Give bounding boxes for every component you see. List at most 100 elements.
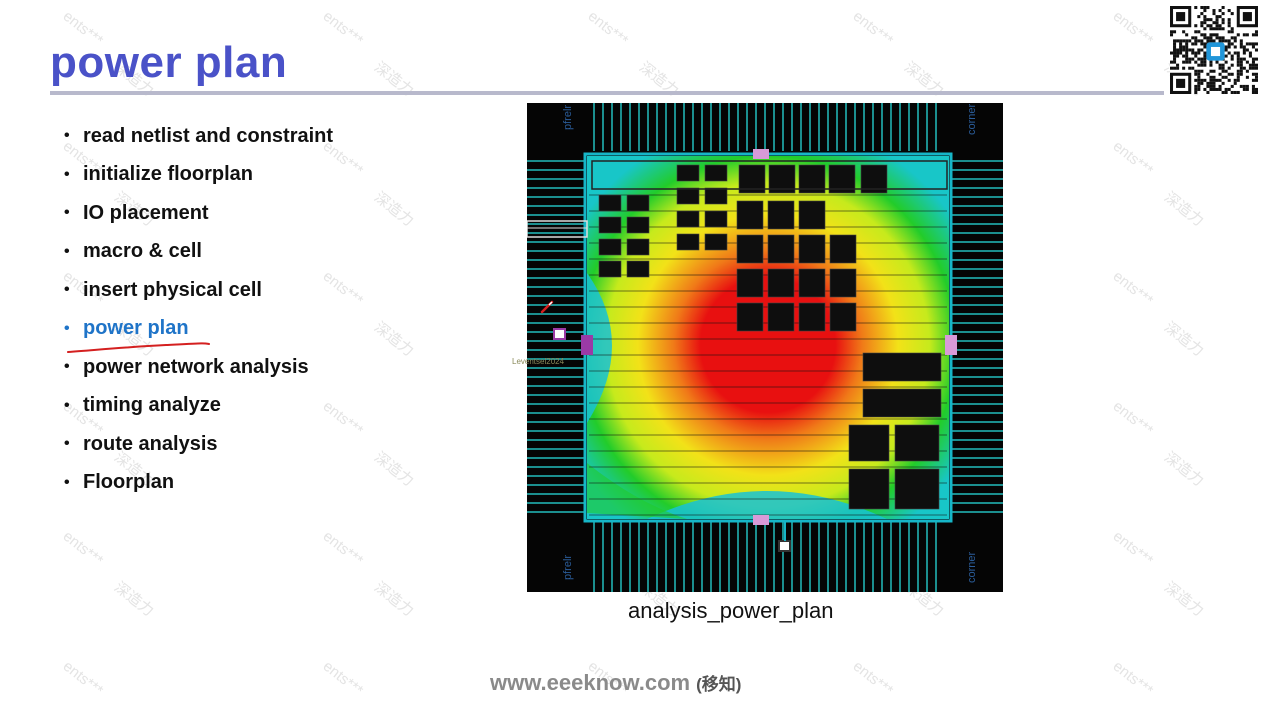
power-pad-bottom — [753, 515, 769, 525]
title-divider — [50, 91, 1164, 95]
watermark-text: ents*** — [584, 7, 632, 50]
macro-block — [598, 216, 622, 234]
macro-block — [829, 302, 857, 332]
slide-title: power plan — [50, 38, 288, 87]
bullet-label: IO placement — [83, 201, 209, 224]
watermark-text: 深造力 — [110, 578, 157, 620]
macro-block — [736, 268, 764, 298]
macro-block — [676, 210, 700, 228]
watermark-text: ents*** — [1109, 137, 1157, 180]
handwritten-underline — [67, 342, 210, 353]
bullet-dot-icon: • — [64, 358, 70, 376]
macro-block — [798, 200, 826, 230]
macro-block — [862, 388, 942, 418]
macro-block — [598, 194, 622, 212]
macro-block — [704, 233, 728, 251]
bullet-label: route analysis — [83, 432, 218, 455]
macro-block — [676, 233, 700, 251]
macro-block — [704, 164, 728, 182]
macro-block — [598, 260, 622, 278]
bullet-dot-icon: • — [64, 242, 70, 260]
bullet-list: • read netlist and constraint • initialize… — [64, 117, 333, 502]
bullet-label: initialize floorplan — [83, 163, 254, 186]
bullet-dot-icon: • — [64, 396, 70, 414]
bullet-item: • initialize floorplan — [64, 156, 333, 195]
bullet-dot-icon: • — [64, 127, 70, 145]
watermark-text: ents*** — [319, 657, 367, 700]
figure-stamp: Leventsel2024 — [512, 357, 565, 366]
macro-block — [862, 352, 942, 382]
watermark-text: 深造力 — [1160, 318, 1207, 360]
watermark-text: ents*** — [59, 527, 107, 570]
macro-block — [829, 268, 857, 298]
bullet-item: • route analysis — [64, 425, 333, 464]
bullet-dot-icon: • — [64, 435, 70, 453]
power-pad-left — [581, 335, 593, 355]
corner-label-bottom-left: pfrelr — [562, 555, 574, 580]
macro-block — [676, 187, 700, 205]
watermark-text: ents*** — [319, 527, 367, 570]
bullet-label: insert physical cell — [83, 278, 262, 301]
macro-block — [626, 216, 650, 234]
watermark-text: ents*** — [1109, 397, 1157, 440]
watermark-text: ents*** — [849, 7, 897, 50]
power-plan-heatmap: pfrelr corner pfrelr corner — [527, 103, 1003, 592]
macro-block — [626, 260, 650, 278]
bullet-label: read netlist and constraint — [83, 124, 334, 147]
bullet-dot-icon: • — [64, 473, 70, 491]
macro-block — [767, 200, 795, 230]
macro-block — [767, 268, 795, 298]
macro-block — [798, 234, 826, 264]
macro-block — [736, 234, 764, 264]
macro-block — [798, 302, 826, 332]
io-pins-right — [951, 158, 1003, 518]
pen-cursor-icon — [540, 300, 554, 314]
watermark-text: 深造力 — [370, 448, 417, 490]
macro-block — [704, 210, 728, 228]
bullet-item: • Floorplan — [64, 464, 333, 503]
corner-label-top-left: pfrelr — [562, 105, 574, 130]
watermark-text: 深造力 — [1160, 188, 1207, 230]
macro-block — [767, 302, 795, 332]
watermark-text: ents*** — [59, 657, 107, 700]
bullet-label: power network analysis — [83, 355, 309, 378]
footer-url[interactable]: www.eeeknow.com — [490, 670, 691, 695]
bullet-dot-icon: • — [64, 319, 70, 337]
corner-label-bottom-right: corner — [966, 551, 978, 583]
bullet-item: • macro & cell — [64, 233, 333, 272]
watermark-text: ents*** — [1109, 267, 1157, 310]
macro-block — [704, 187, 728, 205]
macro-block — [894, 424, 940, 462]
macro-block — [736, 200, 764, 230]
bullet-dot-icon: • — [64, 204, 70, 222]
io-pins-top — [587, 103, 943, 151]
bullet-label: macro & cell — [83, 240, 202, 263]
power-pad-right — [945, 335, 957, 355]
qr-code-icon — [1170, 6, 1258, 94]
bullet-item: • timing analyze — [64, 387, 333, 426]
watermark-text: 深造力 — [370, 188, 417, 230]
bullet-item: • IO placement — [64, 194, 333, 233]
watermark-text: ents*** — [849, 657, 897, 700]
watermark-text: ents*** — [1109, 657, 1157, 700]
macro-block — [626, 194, 650, 212]
macro-block — [598, 238, 622, 256]
macro-block — [626, 238, 650, 256]
bullet-item: • insert physical cell — [64, 271, 333, 310]
footer-brand: (移知) — [696, 675, 742, 694]
watermark-text: 深造力 — [1160, 448, 1207, 490]
watermark-text: ents*** — [319, 7, 367, 50]
watermark-text: 深造力 — [370, 578, 417, 620]
power-pad-top — [753, 149, 769, 159]
watermark-text: 深造力 — [1160, 578, 1207, 620]
bullet-item-active: • power plan — [64, 310, 333, 349]
io-pins-bottom — [587, 521, 943, 592]
bullet-dot-icon: • — [64, 165, 70, 183]
macro-block — [894, 468, 940, 510]
bullet-label: power plan — [83, 317, 189, 340]
macro-block — [848, 468, 890, 510]
macro-block — [848, 424, 890, 462]
watermark-text: ents*** — [1109, 527, 1157, 570]
bullet-dot-icon: • — [64, 281, 70, 299]
